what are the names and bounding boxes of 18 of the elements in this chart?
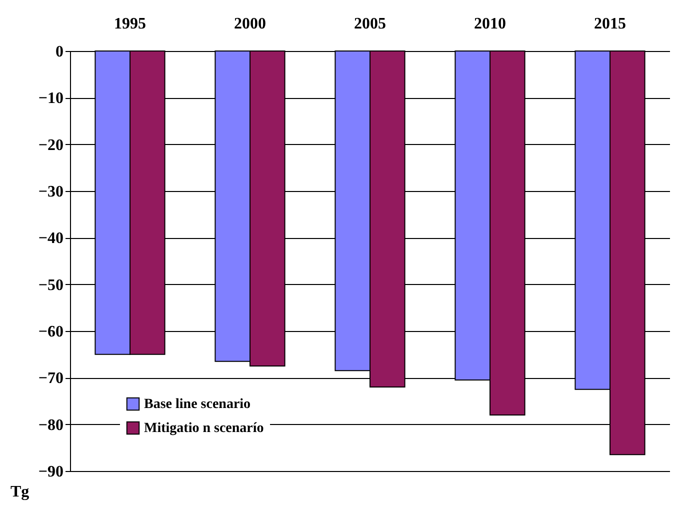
y-tick-label: −10 <box>38 90 64 108</box>
y-tick-label: −20 <box>38 136 64 154</box>
x-tick-label: 2005 <box>354 16 386 32</box>
legend-label: Base line scenario <box>144 397 251 412</box>
y-tick-label: −80 <box>38 416 64 434</box>
y-tick-label: −30 <box>38 184 64 200</box>
y-tick-label: 0 <box>56 44 64 60</box>
x-tick-label: 2010 <box>474 16 506 32</box>
y-tick-label: −70 <box>38 370 64 388</box>
x-tick-label: 1995 <box>114 16 146 32</box>
x-tick-label: 2000 <box>234 16 266 32</box>
y-tick-label: −60 <box>38 324 64 340</box>
x-tick-label: 2015 <box>594 16 626 32</box>
y-tick-label: −50 <box>38 276 64 294</box>
legend-label: Mitigatio n scenarío <box>144 421 264 436</box>
y-axis-title: Tg <box>10 484 30 500</box>
y-tick-label: −90 <box>38 464 64 480</box>
y-tick-label: −40 <box>38 230 64 248</box>
